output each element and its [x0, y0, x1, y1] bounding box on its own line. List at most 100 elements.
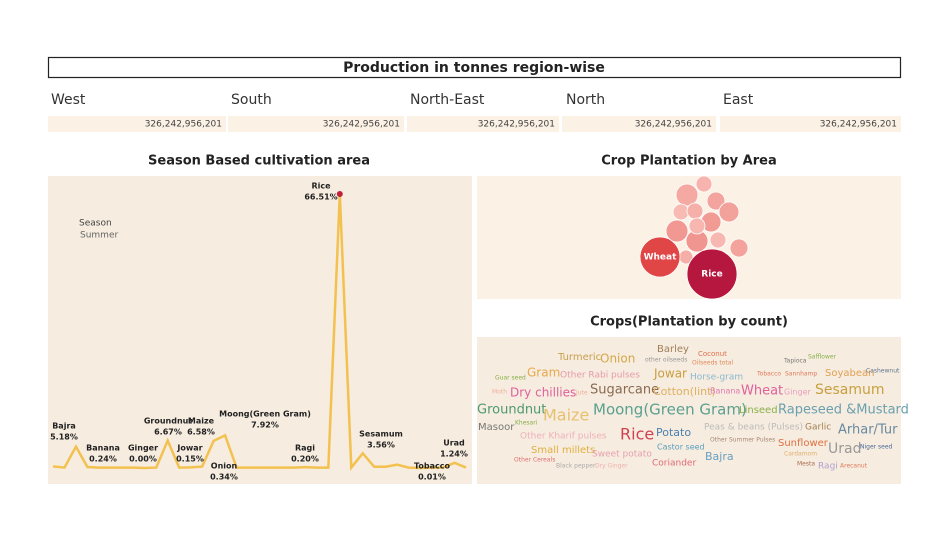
cloud-word: Mesta	[797, 461, 815, 468]
region-bar	[48, 116, 226, 132]
cloud-word: Barley	[657, 344, 689, 355]
line-panel	[48, 176, 472, 484]
point-label: Jowar	[176, 444, 202, 453]
cloud-word: Safflower	[808, 354, 837, 361]
line	[52, 193, 467, 471]
bubble	[718, 201, 740, 223]
cloud-word: Peas & beans (Pulses)	[704, 423, 803, 433]
cloud-word: Maize	[543, 406, 589, 425]
region-value: 326,242,956,201	[478, 120, 555, 130]
value-label: 5.18%	[50, 433, 78, 442]
value-label: 0.01%	[418, 473, 446, 482]
region-value: 326,242,956,201	[323, 120, 400, 130]
cloud-word: Dry Ginger	[595, 463, 628, 470]
point-label: Onion	[211, 462, 238, 471]
cloud-word: Castor seed	[657, 443, 705, 452]
cloud-word: Onion	[600, 352, 635, 366]
point-label: Urad	[443, 439, 465, 448]
value-label: 0.00%	[129, 455, 157, 464]
cloud-word: Ginger	[784, 388, 811, 397]
filter-value: Summer	[80, 231, 118, 241]
cloud-word: Arhar/Tur	[838, 423, 898, 438]
point-label: Ginger	[128, 444, 158, 453]
region-bar	[562, 116, 716, 132]
cloud-word: Cotton(lint)	[653, 385, 716, 398]
highlight-point	[336, 191, 343, 198]
region-name: North-East	[410, 92, 485, 108]
point-label: Groundnut	[144, 417, 193, 426]
cloud-word: Wheat	[741, 384, 783, 399]
title-box	[47, 56, 902, 79]
value-label: 0.24%	[89, 455, 117, 464]
point-label: Bajra	[52, 422, 76, 431]
cloud-word: Tobacco	[756, 371, 781, 378]
bubble	[688, 217, 706, 235]
value-label: 0.20%	[291, 455, 319, 464]
point-label: Moong(Green Gram)	[219, 410, 311, 419]
region-value: 326,242,956,201	[635, 120, 712, 130]
value-label: 3.56%	[367, 441, 395, 450]
point-label: Rice	[311, 182, 331, 191]
value-label: 0.15%	[176, 455, 204, 464]
cloud-word: Cardamom	[784, 451, 817, 458]
cloud-word: Sannhamp	[785, 371, 817, 378]
line-title: Season Based cultivation area	[148, 154, 370, 169]
cloud-word: Groundnut	[477, 403, 546, 418]
bubble	[686, 248, 738, 300]
cloud-word: other oilseeds	[645, 357, 687, 364]
bubble	[706, 191, 726, 211]
region-bar	[407, 116, 559, 132]
cloud-word: Linseed	[739, 405, 778, 416]
cloud-title: Crops(Plantation by count)	[590, 315, 788, 330]
cloud-word: Ragi	[818, 462, 838, 472]
cloud-word: Small millets	[531, 445, 595, 456]
cloud-word: Masoor	[478, 422, 515, 433]
bubble	[709, 231, 727, 249]
cloud-word: Dry chillies	[510, 386, 576, 400]
cloud-word: Other Summer Pulses	[710, 437, 775, 444]
cloud-word: Jowar	[653, 367, 687, 381]
cloud-word: Coriander	[652, 459, 696, 469]
cloud-word: Niger seed	[860, 444, 893, 451]
bubble	[686, 202, 704, 220]
region-value: 326,242,956,201	[820, 120, 897, 130]
bubble	[675, 183, 699, 207]
cloud-word: Moth	[492, 389, 507, 396]
cloud-word: Other Rabi pulses	[560, 371, 640, 381]
cloud-word: Sunflower	[778, 438, 829, 449]
cloud-word: Rice	[620, 425, 654, 444]
region-value: 326,242,956,201	[145, 120, 222, 130]
cloud-word: Rapeseed &Mustard	[778, 403, 909, 418]
cloud-word: Cashewnut	[866, 368, 900, 375]
value-label: 7.92%	[251, 421, 279, 430]
cloud-word: Oilseeds total	[692, 360, 733, 367]
cloud-word: Soyabean	[825, 368, 874, 379]
value-label: 6.67%	[154, 428, 182, 437]
bubble	[665, 219, 689, 243]
point-label: Tobacco	[414, 462, 451, 471]
bubble	[729, 238, 749, 258]
filter-label: Season	[79, 219, 112, 229]
bubble-title: Crop Plantation by Area	[601, 154, 776, 169]
cloud-word: Urad	[828, 441, 861, 457]
bubble	[639, 236, 681, 278]
region-name: West	[51, 92, 86, 108]
point-label: Maize	[188, 417, 215, 426]
bubble	[695, 175, 713, 193]
bubble-label: Wheat	[644, 253, 678, 263]
region-bar	[720, 116, 901, 132]
cloud-word: Bajra	[705, 450, 734, 463]
cloud-word: Moong(Green Gram)	[593, 401, 747, 419]
header-title: Production in tonnes region-wise	[343, 60, 605, 76]
cloud-word: Tapioca	[783, 358, 807, 365]
cloud-word: Potato	[656, 426, 691, 439]
cloud-word: Black pepper	[556, 463, 596, 470]
cloud-word: Other Kharif pulses	[520, 432, 607, 442]
value-label: 0.34%	[210, 473, 238, 482]
bubble	[672, 203, 690, 221]
cloud-word: Banana	[710, 387, 740, 396]
point-label: Banana	[86, 444, 120, 453]
region-name: East	[723, 92, 754, 108]
